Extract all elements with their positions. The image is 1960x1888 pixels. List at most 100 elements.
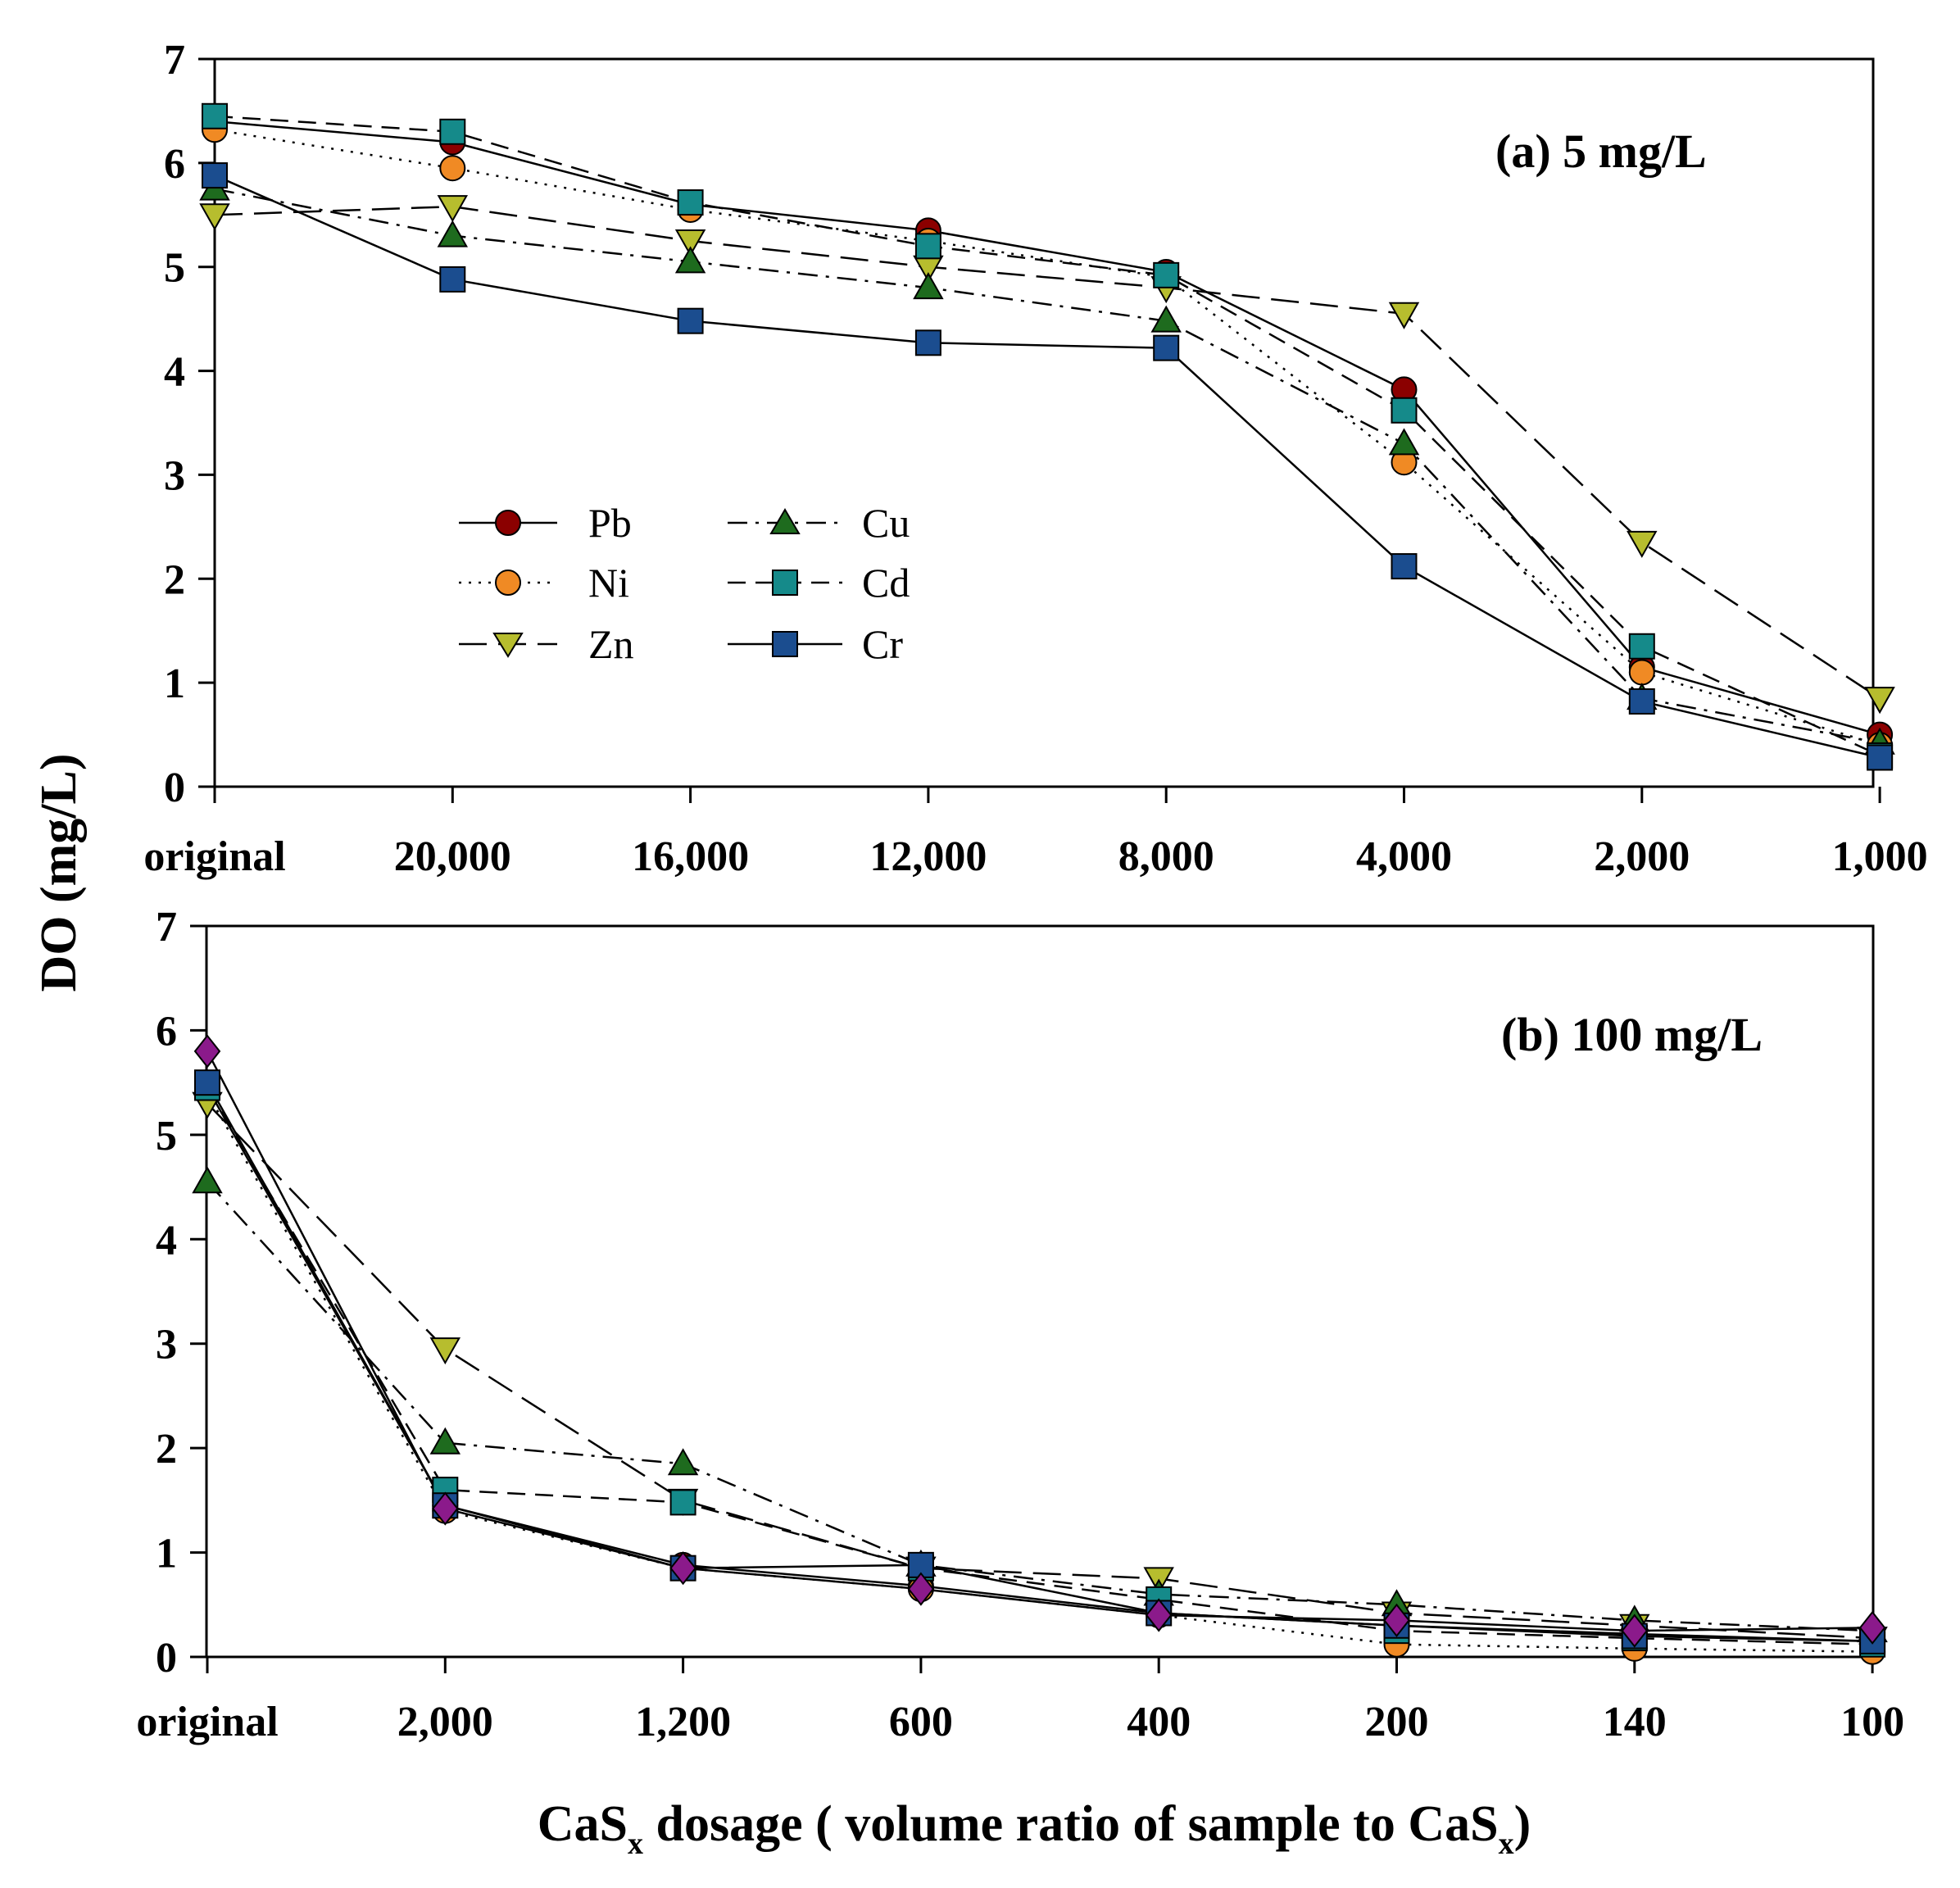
data-point-cd xyxy=(1391,397,1418,424)
x-axis-label-suffix: ) xyxy=(1514,1796,1531,1852)
y-tick-label: 3 xyxy=(164,452,185,499)
legend: Pb Ni Zn Cu Cd Cr xyxy=(459,500,910,667)
series-line-pb xyxy=(214,120,1881,736)
series-line-cr xyxy=(214,174,1881,759)
series-line-unlabeled xyxy=(206,1051,1873,1632)
x-tick-label: 140 xyxy=(1603,1699,1667,1745)
data-point-ni xyxy=(1628,659,1655,686)
data-point-unlabeled xyxy=(193,1034,221,1069)
y-tick-label: 5 xyxy=(156,1113,177,1160)
panel-b: (b) 100 mg/L 0 1 2 3 4 5 6 7 original 2,000 1,200… xyxy=(136,904,1904,1745)
x-tick-label: 1,200 xyxy=(635,1699,731,1745)
y-tick-label: 1 xyxy=(164,660,185,707)
y-tick-label: 3 xyxy=(156,1322,177,1368)
data-point-cr xyxy=(1867,744,1894,771)
data-point-cu xyxy=(192,1166,223,1194)
data-point-cd xyxy=(914,233,941,260)
x-tick-label: 400 xyxy=(1127,1699,1191,1745)
x-tick-label: 1,000 xyxy=(1832,833,1928,880)
data-point-cr xyxy=(914,329,941,356)
panel-b-title: (b) 100 mg/L xyxy=(1501,1008,1763,1061)
data-point-cd xyxy=(202,102,228,129)
data-point-cd xyxy=(1153,261,1180,288)
data-point-zn xyxy=(674,229,706,257)
x-axis-label-sub2: x xyxy=(1499,1827,1514,1861)
data-point-cu xyxy=(1150,305,1182,333)
data-point-cu xyxy=(913,272,944,300)
data-point-ni xyxy=(439,155,466,182)
data-point-unlabeled xyxy=(1145,1598,1173,1632)
x-tick-label: 20,000 xyxy=(394,833,511,880)
y-tick-label: 0 xyxy=(164,765,185,811)
y-tick-label: 0 xyxy=(156,1635,177,1682)
data-point-cu xyxy=(674,246,706,274)
data-point-unlabeled xyxy=(907,1572,935,1606)
y-tick-label: 5 xyxy=(164,245,185,292)
data-point-cr xyxy=(194,1069,220,1096)
data-point-zn xyxy=(1864,687,1895,715)
panel-b-frame xyxy=(205,924,1875,1659)
data-point-cr xyxy=(677,307,704,334)
legend-marker-cr xyxy=(772,631,798,657)
series-line-cd xyxy=(206,1087,1873,1645)
x-tick-label: 16,000 xyxy=(632,833,749,880)
panel-a-frame xyxy=(213,57,1875,788)
data-point-zn xyxy=(1388,302,1420,329)
x-tick-label: 2,000 xyxy=(397,1699,493,1745)
series-line-cd xyxy=(214,115,1881,757)
data-point-unlabeled xyxy=(432,1491,459,1526)
panel-a-series xyxy=(199,102,1895,771)
data-point-zn xyxy=(1627,530,1658,558)
data-point-unlabeled xyxy=(669,1551,696,1586)
x-tick-label: 200 xyxy=(1365,1699,1429,1745)
data-point-cr xyxy=(202,162,228,189)
legend-marker-ni xyxy=(495,570,521,596)
x-tick-label: 12,000 xyxy=(869,833,987,880)
data-point-cu xyxy=(1388,428,1420,456)
panel-a-y-ticks: 0 1 2 3 4 5 6 7 xyxy=(164,37,215,811)
data-point-cr xyxy=(439,266,466,293)
data-point-cd xyxy=(1628,633,1655,660)
x-axis-label: CaSx dosage ( volume ratio of sample to … xyxy=(538,1796,1531,1861)
x-tick-label: original xyxy=(136,1699,278,1745)
y-tick-label: 6 xyxy=(156,1008,177,1055)
legend-label-zn: Zn xyxy=(588,621,634,667)
x-tick-label: 600 xyxy=(889,1699,953,1745)
x-axis-label-middle: dosage ( volume ratio of sample to CaS xyxy=(643,1796,1499,1852)
data-point-zn xyxy=(199,203,230,231)
series-line-zn xyxy=(206,1102,1873,1640)
legend-label-pb: Pb xyxy=(588,500,632,546)
y-tick-label: 7 xyxy=(164,37,185,84)
data-point-unlabeled xyxy=(1621,1613,1649,1648)
legend-marker-cd xyxy=(772,570,798,596)
y-tick-label: 1 xyxy=(156,1531,177,1577)
legend-label-cu: Cu xyxy=(862,500,910,546)
data-point-cr xyxy=(1391,553,1418,580)
y-tick-label: 4 xyxy=(164,349,185,396)
y-tick-label: 2 xyxy=(156,1426,177,1473)
x-tick-label: 4,000 xyxy=(1356,833,1452,880)
y-axis-label: DO (mg/L) xyxy=(31,753,87,992)
y-tick-label: 4 xyxy=(156,1217,177,1264)
data-point-unlabeled xyxy=(1383,1603,1410,1638)
data-point-cu xyxy=(667,1448,699,1476)
data-point-cd xyxy=(677,189,704,216)
series-line-cu xyxy=(214,188,1881,744)
data-point-zn xyxy=(429,1337,461,1365)
data-point-cu xyxy=(429,1427,461,1455)
data-point-cd xyxy=(439,118,466,145)
x-tick-label: original xyxy=(143,833,285,880)
data-point-cd xyxy=(669,1489,696,1516)
panel-a-x-ticks: original 20,000 16,000 12,000 8,000 4,000 2,00… xyxy=(143,787,1928,880)
panel-b-x-ticks: original 2,000 1,200 600 400 200 140 100 xyxy=(136,1657,1904,1745)
x-tick-label: 2,000 xyxy=(1594,833,1690,880)
legend-label-ni: Ni xyxy=(588,560,629,606)
panel-b-y-ticks: 0 1 2 3 4 5 6 7 xyxy=(156,904,206,1682)
data-point-unlabeled xyxy=(1858,1610,1886,1645)
data-point-zn xyxy=(437,195,469,223)
panel-a: (a) 5 mg/L 0 1 2 3 4 5 6 7 original 20,000 16,000… xyxy=(143,37,1927,880)
y-tick-label: 2 xyxy=(164,556,185,603)
x-tick-label: 8,000 xyxy=(1118,833,1214,880)
